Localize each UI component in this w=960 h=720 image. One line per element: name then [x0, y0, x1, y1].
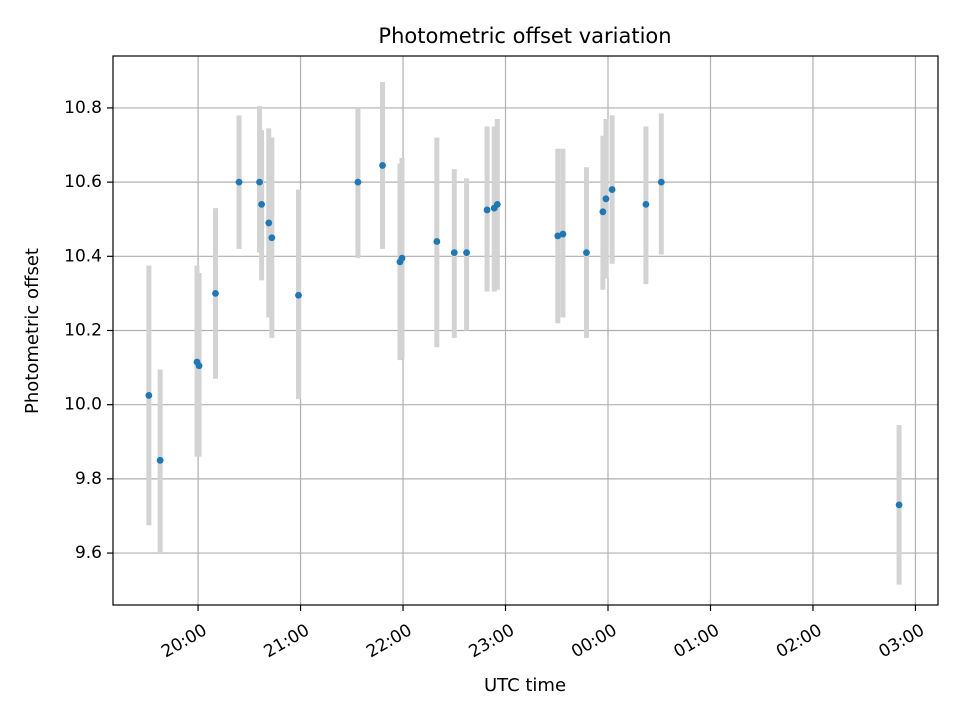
data-point: [599, 208, 607, 216]
y-tick-label: 10.4: [64, 246, 102, 266]
data-point: [602, 195, 610, 203]
data-point: [608, 186, 616, 193]
data-point: [212, 290, 219, 297]
data-point: [379, 162, 386, 169]
chart-title: Photometric offset variation: [378, 24, 671, 48]
y-axis-label: Photometric offset: [22, 248, 43, 414]
data-point: [493, 200, 501, 208]
grid: [113, 56, 938, 605]
data-point: [256, 178, 263, 186]
data-point: [398, 254, 406, 262]
data-point: [657, 178, 665, 186]
y-tick-label: 9.6: [75, 543, 102, 563]
data-point: [195, 362, 203, 370]
y-axis-ticks: 9.6 9.8 10.0 10.2 10.4 10.6 10.8: [64, 98, 113, 563]
data-point: [450, 249, 458, 257]
data-point: [895, 501, 903, 509]
data-point: [268, 234, 276, 242]
y-tick-label: 10.6: [64, 172, 102, 192]
data-point: [265, 219, 273, 227]
data-point: [235, 178, 243, 186]
data-point: [145, 392, 153, 399]
data-point: [433, 238, 441, 245]
x-axis-label: UTC time: [484, 675, 566, 696]
data-point: [295, 291, 302, 299]
data-point: [483, 206, 491, 214]
data-points: [145, 162, 903, 509]
data-point: [463, 249, 470, 257]
y-tick-label: 9.8: [75, 469, 102, 489]
data-point: [156, 456, 164, 464]
data-point: [354, 178, 362, 186]
data-point: [258, 200, 266, 208]
data-point: [642, 200, 650, 208]
y-tick-label: 10.8: [64, 98, 102, 118]
data-point: [554, 232, 562, 240]
data-point: [559, 230, 567, 238]
y-tick-label: 10.2: [64, 321, 102, 341]
data-point: [583, 249, 590, 257]
y-tick-label: 10.0: [64, 395, 102, 415]
